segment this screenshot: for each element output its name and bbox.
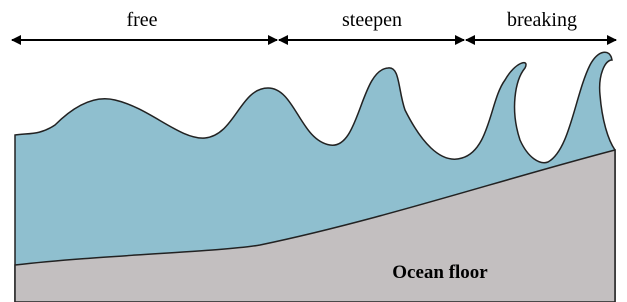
wave-diagram: free steepen breaking Ocean floor <box>0 0 627 302</box>
steepen-label: steepen <box>342 9 402 31</box>
floor-label: Ocean floor <box>392 262 488 283</box>
breaking-label: breaking <box>507 9 577 31</box>
free-label: free <box>126 9 157 31</box>
